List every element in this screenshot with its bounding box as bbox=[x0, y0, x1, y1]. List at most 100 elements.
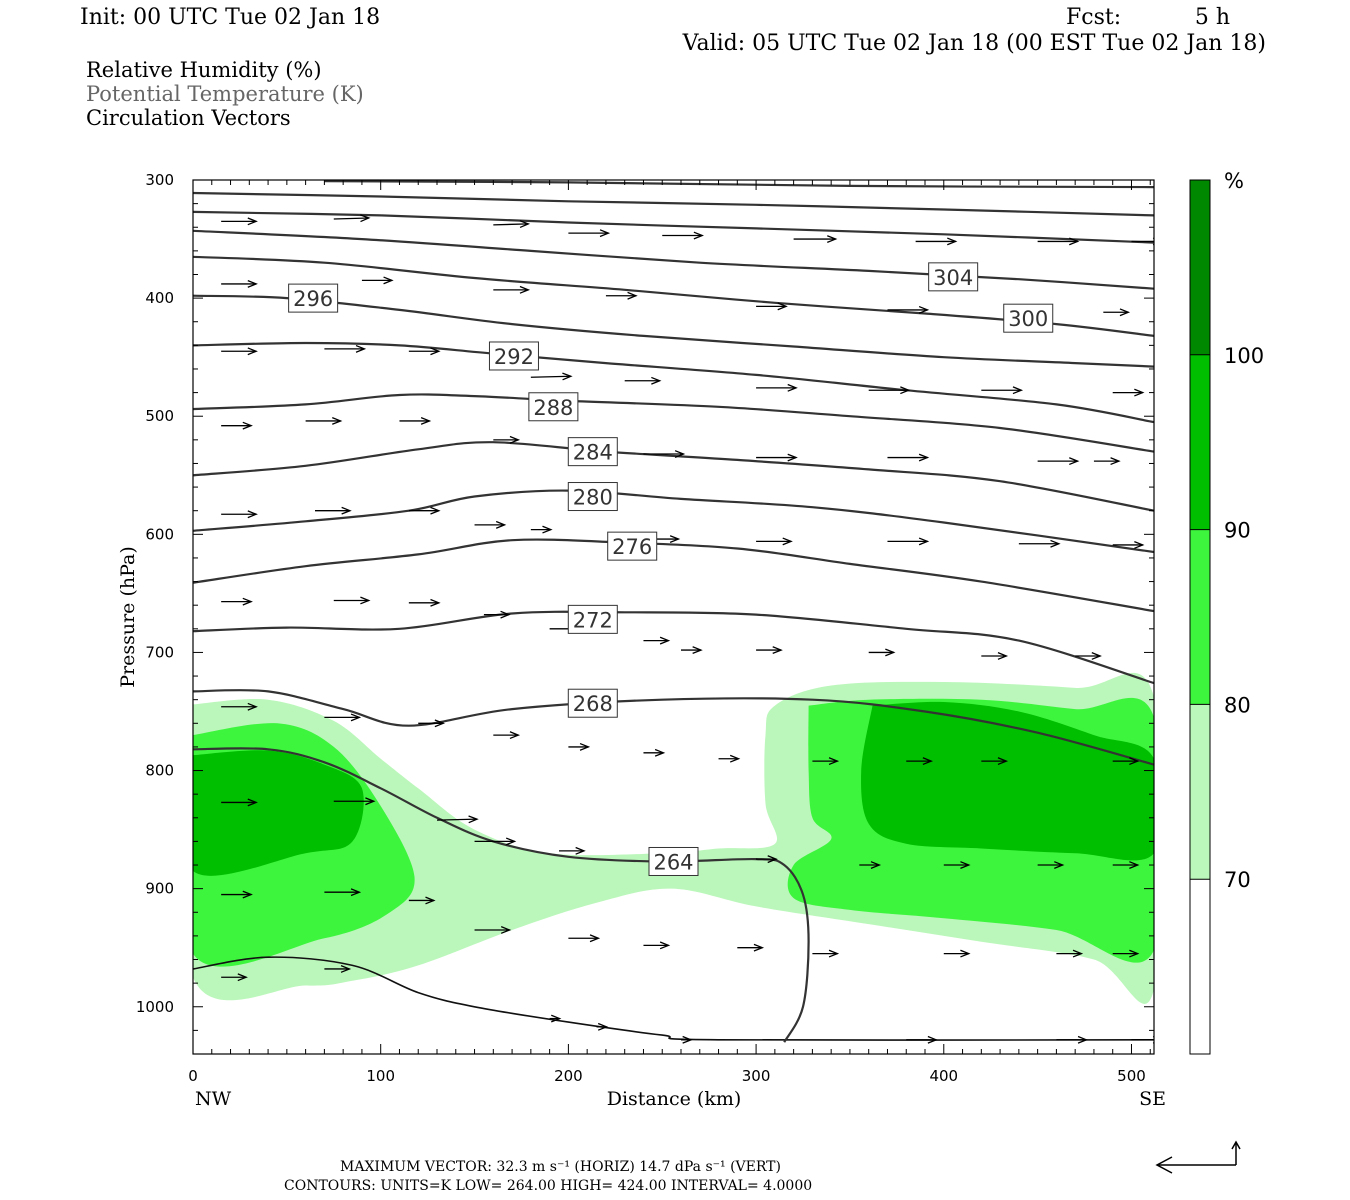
circulation-vector bbox=[324, 713, 362, 722]
y-tick-label: 600 bbox=[145, 525, 174, 543]
max-vector-note: MAXIMUM VECTOR: 32.3 m s⁻¹ (HORIZ) 14.7 … bbox=[340, 1159, 781, 1175]
circulation-vector bbox=[568, 742, 591, 751]
colorbar-unit: % bbox=[1224, 169, 1244, 193]
circulation-vector bbox=[333, 596, 371, 605]
circulation-vector bbox=[756, 383, 798, 392]
circulation-vector bbox=[408, 896, 436, 905]
colorbar-level-label: 70 bbox=[1224, 868, 1251, 892]
colorbar-level-label: 100 bbox=[1224, 344, 1264, 368]
circulation-vector bbox=[474, 520, 507, 529]
circulation-vector bbox=[399, 416, 432, 425]
circulation-vector bbox=[549, 1014, 562, 1023]
circulation-vector bbox=[559, 846, 586, 855]
circulation-vector bbox=[493, 435, 521, 444]
y-tick-label: 900 bbox=[145, 880, 174, 898]
contours-note: CONTOURS: UNITS=K LOW= 264.00 HIGH= 424.… bbox=[284, 1178, 812, 1194]
x-axis-title: Distance (km) bbox=[607, 1088, 742, 1110]
colorbar-level-label: 90 bbox=[1224, 519, 1251, 543]
contour-label-272: 272 bbox=[573, 608, 613, 632]
terrain-line bbox=[193, 956, 1154, 1041]
x-end-label-right: SE bbox=[1139, 1088, 1166, 1110]
colorbar-segment bbox=[1190, 879, 1210, 1054]
rh-region-90-3 bbox=[193, 750, 364, 876]
contour-label-264: 264 bbox=[653, 850, 693, 874]
theta-contours bbox=[193, 180, 1154, 1043]
circulation-vector bbox=[324, 344, 367, 353]
circulation-vector bbox=[474, 837, 517, 846]
circulation-vector bbox=[361, 276, 394, 285]
circulation-vector bbox=[474, 926, 512, 934]
colorbar-level-label: 80 bbox=[1224, 693, 1251, 717]
circulation-vector bbox=[221, 798, 258, 807]
circulation-vector bbox=[1112, 757, 1140, 766]
circulation-vector bbox=[756, 302, 788, 311]
y-tick-label: 700 bbox=[145, 643, 174, 661]
contour-label-box-288 bbox=[528, 392, 579, 422]
circulation-vector bbox=[812, 949, 840, 958]
circulation-vector bbox=[737, 943, 765, 952]
contour-label-284: 284 bbox=[573, 441, 613, 465]
circulation-vector bbox=[859, 861, 882, 869]
colorbar-segment bbox=[1190, 704, 1210, 880]
circulation-vector bbox=[333, 797, 376, 806]
y-tick-label: 1000 bbox=[136, 998, 174, 1016]
circulation-vector bbox=[981, 757, 1009, 766]
contour-label-box-264 bbox=[648, 846, 699, 876]
circulation-vector bbox=[915, 237, 958, 246]
y-tick-label: 800 bbox=[145, 762, 174, 780]
circulation-vector bbox=[643, 636, 671, 645]
circulation-vector bbox=[1103, 308, 1131, 317]
circulation-vector bbox=[530, 372, 573, 381]
circulation-vector bbox=[305, 416, 343, 425]
circulation-vector bbox=[483, 610, 511, 619]
circulation-vector bbox=[221, 973, 248, 982]
contour-label-box-268 bbox=[567, 688, 618, 718]
circulation-vector bbox=[756, 855, 778, 864]
contour-label-280: 280 bbox=[573, 486, 613, 510]
colorbar-frame bbox=[1189, 179, 1211, 1055]
circulation-vector bbox=[643, 748, 666, 757]
contour-label-288: 288 bbox=[533, 396, 573, 420]
circulation-vector bbox=[1112, 541, 1145, 549]
circulation-vector bbox=[887, 537, 930, 546]
circulation-vector bbox=[718, 754, 741, 763]
circulation-vector bbox=[624, 376, 662, 385]
forecast-hour: 5 h bbox=[1195, 5, 1230, 30]
circulation-vector bbox=[1075, 652, 1102, 660]
circulation-vector bbox=[1131, 237, 1154, 246]
colorbar-segment bbox=[1190, 354, 1210, 530]
reference-vector-icon bbox=[1155, 1140, 1241, 1174]
contour-label-304: 304 bbox=[933, 266, 973, 290]
circulation-vector bbox=[221, 890, 253, 899]
colorbar: 70 80 90 100% bbox=[1189, 169, 1264, 1055]
circulation-vector bbox=[1018, 539, 1061, 548]
contour-label-292: 292 bbox=[494, 345, 534, 369]
circulation-vector bbox=[643, 450, 686, 458]
circulation-vector bbox=[324, 965, 352, 973]
circulation-vector bbox=[221, 597, 253, 606]
colorbar-segment bbox=[1190, 529, 1210, 705]
forecast-label: Fcst: bbox=[1066, 5, 1121, 30]
circulation-vector bbox=[596, 1022, 609, 1031]
y-axis-title: Pressure (hPa) bbox=[117, 546, 139, 688]
field-label-rh: Relative Humidity (%) bbox=[86, 58, 322, 82]
rh-shading bbox=[193, 673, 1154, 1004]
circulation-vector bbox=[1056, 1035, 1089, 1044]
circulation-vector bbox=[643, 941, 671, 950]
circulation-vector bbox=[943, 949, 971, 958]
circulation-vector bbox=[315, 506, 352, 515]
y-tick-label: 400 bbox=[145, 289, 174, 307]
theta-contour-unlabeled-12 bbox=[193, 191, 1154, 217]
circulation-vector bbox=[324, 888, 362, 897]
circulation-vector bbox=[1037, 861, 1065, 869]
x-tick-label: 100 bbox=[366, 1067, 395, 1085]
circulation-vector bbox=[756, 537, 793, 546]
circulation-vector bbox=[1037, 457, 1080, 466]
circulation-vector bbox=[221, 347, 258, 356]
contour-label-box-296 bbox=[288, 283, 339, 313]
circulation-vector bbox=[1112, 861, 1140, 869]
circulation-vector bbox=[568, 934, 601, 943]
contour-label-box-292 bbox=[488, 341, 539, 371]
x-tick-label: 400 bbox=[929, 1067, 958, 1085]
circulation-vector bbox=[418, 719, 445, 728]
